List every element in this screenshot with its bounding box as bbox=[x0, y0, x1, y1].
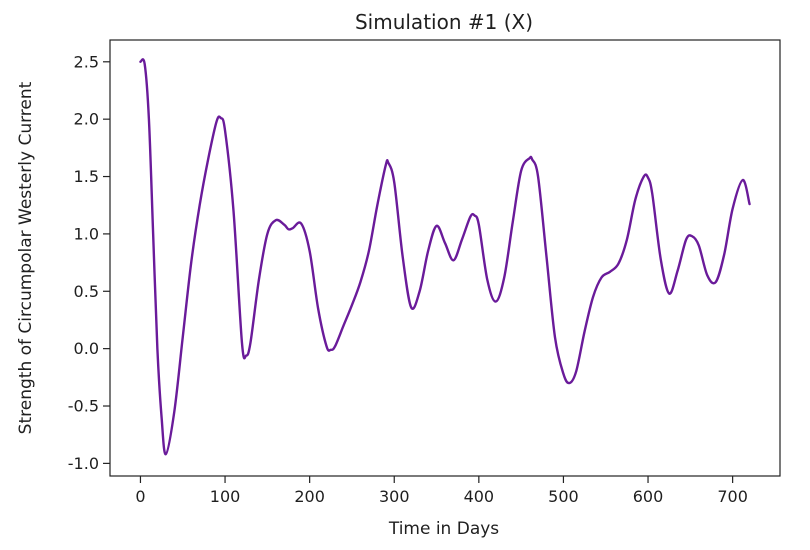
y-axis: -1.0 -0.5 0.0 0.5 1.0 1.5 2.0 2.5 bbox=[68, 52, 110, 473]
x-tick-label: 700 bbox=[717, 487, 748, 506]
y-tick-label: 2.0 bbox=[74, 110, 99, 129]
y-axis-label: Strength of Circumpolar Westerly Current bbox=[16, 81, 36, 434]
x-axis-label: Time in Days bbox=[388, 519, 499, 539]
chart-title: Simulation #1 (X) bbox=[355, 10, 533, 34]
x-tick-label: 300 bbox=[379, 487, 410, 506]
y-tick-label: 0.0 bbox=[74, 339, 99, 358]
y-tick-label: -0.5 bbox=[68, 397, 99, 416]
x-tick-label: 0 bbox=[135, 487, 145, 506]
series-line bbox=[139, 58, 751, 456]
y-tick-label: 0.5 bbox=[74, 282, 99, 301]
x-tick-label: 100 bbox=[210, 487, 241, 506]
y-tick-label: -1.0 bbox=[68, 454, 99, 473]
x-axis: 0 100 200 300 400 500 600 700 bbox=[135, 476, 748, 506]
y-tick-label: 2.5 bbox=[74, 52, 99, 71]
x-tick-label: 400 bbox=[464, 487, 495, 506]
x-tick-label: 200 bbox=[294, 487, 325, 506]
x-tick-label: 500 bbox=[548, 487, 579, 506]
x-tick-label: 600 bbox=[633, 487, 664, 506]
plot-area-frame bbox=[109, 39, 781, 477]
y-tick-label: 1.5 bbox=[74, 167, 99, 186]
y-tick-label: 1.0 bbox=[74, 224, 99, 243]
